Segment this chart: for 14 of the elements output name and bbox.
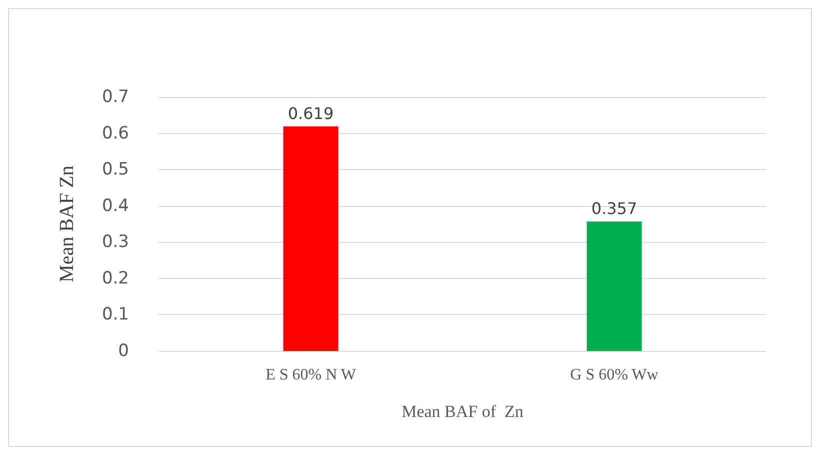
y-tick-label: 0.6 bbox=[102, 123, 129, 144]
x-axis-title: Mean BAF of Zn bbox=[402, 402, 524, 421]
y-tick-label: 0.4 bbox=[102, 196, 129, 216]
y-tick-label: 0.7 bbox=[102, 87, 129, 107]
x-tick-label: G S 60% Ww bbox=[570, 366, 659, 384]
y-tick-label: 0.2 bbox=[102, 268, 129, 288]
y-tick-label: 0.1 bbox=[102, 304, 129, 325]
x-tick-label: E S 60% N W bbox=[266, 366, 357, 384]
y-tick-label: 0 bbox=[118, 341, 129, 361]
y-tick-label: 0.5 bbox=[102, 160, 129, 180]
y-axis-title: Mean BAF Zn bbox=[56, 166, 78, 282]
data-label: 0.357 bbox=[591, 198, 638, 218]
y-tick-label: 0.3 bbox=[102, 232, 129, 252]
data-label: 0.619 bbox=[288, 104, 334, 123]
